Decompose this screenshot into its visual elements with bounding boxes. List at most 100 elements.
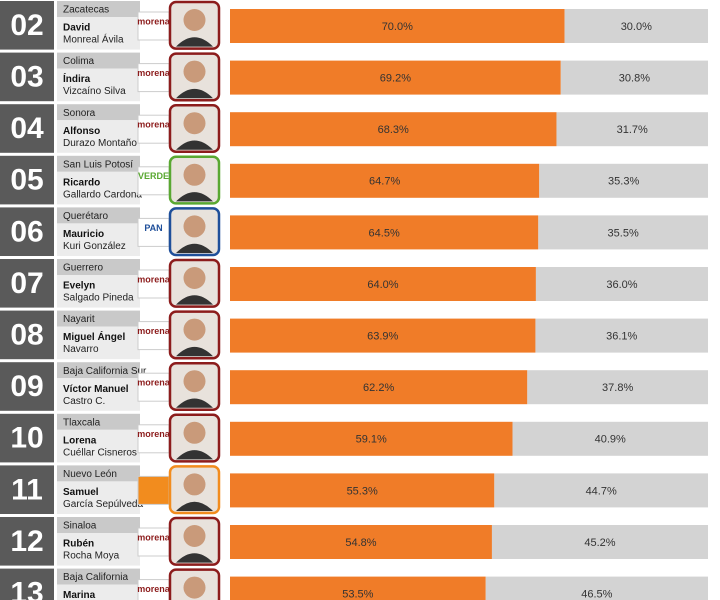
rank-box [0,155,54,205]
bar-segment [230,112,557,147]
last-name: Durazo Montaño [63,138,137,149]
photo-face [183,421,206,444]
photo-body [176,295,213,305]
bar-segment [230,215,539,250]
rank-label: 11 [11,473,43,506]
first-name: Marina [63,590,96,600]
value-label: 54.8% [345,537,376,549]
bar-segment [230,576,486,600]
value-label: 46.5% [581,589,612,600]
value-label: 63.9% [367,331,398,343]
value-label: 62.2% [363,382,394,394]
info-panel [57,17,140,50]
value-label: 55.3% [347,485,378,497]
info-panel [57,378,140,411]
info-panel-top [57,1,140,17]
info-panel [57,223,140,256]
first-name: Evelyn [63,281,95,292]
party-logo [137,527,170,557]
value-label: 69.2% [380,73,411,85]
photo-face [183,370,206,393]
party-label: morena [137,378,171,388]
last-name: Cuéllar Cisneros [63,447,137,458]
bar-segment [538,215,708,250]
info-panel [57,584,140,600]
photo-body [176,243,213,253]
photo-body [176,37,213,47]
info-panel-top [57,310,140,327]
state-label: Nuevo León [63,469,117,480]
bar-segment [491,525,708,559]
photo-face [183,267,206,289]
state-label: Querétaro [63,211,108,222]
last-name: Navarro [63,344,99,355]
last-name: Castro C. [63,396,105,407]
photo-body [176,346,213,357]
rank-label: 07 [10,267,43,300]
bar-segment [230,318,536,353]
party-logo [137,63,170,93]
rank-label: 04 [10,112,44,145]
value-label: 45.2% [584,537,615,549]
first-name: Ricardo [63,177,100,188]
rank-box [0,310,54,360]
rank-box [0,259,54,308]
first-name: Samuel [63,487,99,498]
photo-face [183,473,206,496]
rank-box [0,362,54,411]
value-label: 70.0% [382,21,413,33]
state-label: San Luis Potosí [63,159,133,170]
photo-body [176,398,213,408]
info-panel-top [57,362,140,379]
photo-face [183,525,206,547]
state-label: Baja California Sur [63,366,147,377]
first-name: Mauricio [63,229,104,240]
info-panel [57,275,140,308]
bar-segment [230,370,528,405]
value-label: 44.7% [586,485,617,497]
state-label: Sonora [63,108,96,119]
first-name: Rubén [63,539,94,550]
info-panel-top [57,465,140,482]
bar-segment [535,318,708,353]
info-panel-top [57,413,140,430]
bar-segment [230,267,536,301]
rank-label: 03 [10,61,43,94]
party-label: morena [137,68,171,78]
first-name: Miguel Ángel [63,330,125,343]
state-label: Sinaloa [63,521,97,532]
rank-box [0,465,54,514]
party-label: PAN [144,223,162,233]
first-name: Índira [63,72,91,85]
bar-segment [494,473,708,508]
state-label: Guerrero [63,263,103,274]
value-label: 31.7% [617,124,648,136]
rank-box [0,207,54,256]
party-logo [137,114,170,144]
value-label: 36.1% [606,331,637,343]
info-panel-top [57,207,140,224]
info-panel-top [57,568,140,585]
state-label: Colima [63,56,95,67]
bar-segment [230,163,540,198]
info-panel [57,120,140,153]
info-panel-top [57,259,140,275]
bar-segment [539,163,708,198]
first-name: Lorena [63,435,97,446]
bar-segment [556,112,708,147]
value-label: 30.0% [621,21,652,33]
bar-segment [535,267,708,301]
state-label: Zacatecas [63,5,109,16]
value-label: 35.3% [608,176,639,188]
bar-segment [230,9,565,43]
bar-segment [485,576,708,600]
value-label: 59.1% [356,434,387,446]
info-panel [57,171,140,205]
photo-face [183,576,206,599]
rank-label: 02 [10,9,43,42]
last-name: Monreal Ávila [63,33,124,46]
rank-label: 06 [10,215,43,248]
rank-box [0,1,54,50]
value-label: 40.9% [595,434,626,446]
